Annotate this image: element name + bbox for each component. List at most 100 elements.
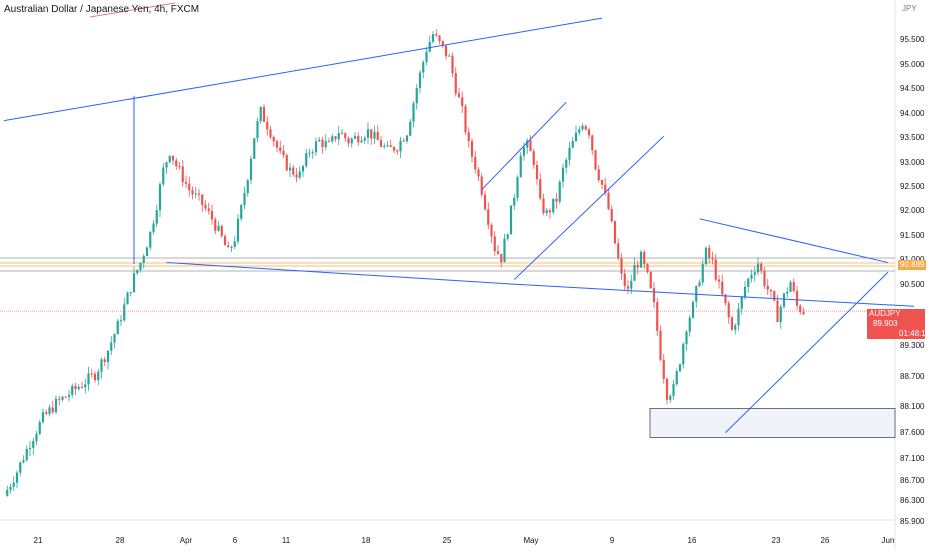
- candle-body: [665, 378, 669, 400]
- y-tick-label: 93.500: [900, 133, 925, 142]
- trendline: [3, 17, 603, 122]
- candle-body: [106, 350, 110, 363]
- candle-body: [360, 140, 363, 143]
- candle-body: [519, 155, 522, 178]
- candle-body: [597, 169, 600, 181]
- x-tick-label: 9: [610, 536, 615, 545]
- candle-body: [256, 121, 259, 139]
- y-tick-label: 89.300: [900, 341, 925, 350]
- level-price-tag: 90.889: [898, 260, 927, 270]
- candle-body: [467, 132, 470, 141]
- candle-body: [236, 218, 240, 242]
- candle-body: [373, 131, 376, 139]
- candle-body: [714, 259, 717, 280]
- trendline: [513, 135, 665, 280]
- candle-body: [201, 194, 204, 205]
- y-tick-label: 92.000: [900, 206, 925, 215]
- candle-body: [584, 125, 587, 130]
- candle-body: [607, 192, 610, 210]
- candle-body: [181, 166, 184, 183]
- candle-body: [503, 238, 506, 263]
- candle-body: [220, 225, 223, 237]
- candle-body: [685, 331, 688, 344]
- candle-body: [721, 281, 724, 295]
- candle-body: [604, 184, 607, 193]
- candle-body: [152, 223, 155, 232]
- candle-body: [67, 394, 71, 397]
- candle-body: [539, 179, 542, 199]
- candle-body: [727, 303, 730, 318]
- candle-body: [405, 135, 409, 142]
- candle-body: [110, 342, 113, 351]
- candle-body: [704, 247, 708, 265]
- x-tick-label: Jun: [882, 536, 895, 545]
- candle-body: [353, 135, 357, 139]
- candle-body: [321, 139, 324, 148]
- candle-body: [136, 269, 139, 274]
- candle-body: [500, 254, 503, 263]
- candle-body: [633, 264, 636, 281]
- candle-body: [71, 385, 74, 395]
- candle-body: [431, 34, 435, 42]
- trendline: [481, 101, 567, 191]
- candle-body: [470, 140, 474, 157]
- y-tick-label: 87.100: [900, 454, 925, 463]
- candle-body: [123, 304, 126, 321]
- candle-body: [175, 160, 178, 167]
- candle-body: [370, 129, 373, 139]
- candle-body: [155, 210, 158, 224]
- candle-body: [769, 289, 773, 292]
- candle-body: [678, 364, 682, 372]
- candle-body: [214, 219, 217, 231]
- candle-body: [558, 181, 561, 202]
- candle-body: [487, 209, 490, 225]
- candle-body: [19, 462, 22, 473]
- candle-body: [792, 282, 795, 291]
- x-tick-label: May: [523, 536, 538, 545]
- candle-body: [396, 150, 399, 152]
- level-price-text: 90.889: [900, 260, 925, 269]
- candle-body: [285, 155, 288, 171]
- y-tick-label: 94.500: [900, 84, 925, 93]
- candle-body: [545, 210, 548, 214]
- candle-body: [425, 51, 428, 63]
- candle-body: [617, 243, 620, 259]
- candle-body: [516, 177, 519, 198]
- candle-body: [490, 224, 493, 237]
- candle-body: [626, 286, 630, 289]
- candle-body: [698, 282, 701, 286]
- candle-body: [786, 291, 789, 294]
- trendline: [699, 218, 889, 264]
- candle-body: [522, 147, 526, 156]
- y-tick-label: 90.500: [900, 280, 925, 289]
- candle-body: [568, 147, 571, 160]
- candle-body: [578, 129, 581, 133]
- candle-body: [100, 359, 103, 372]
- candle-body: [305, 153, 308, 166]
- candle-body: [142, 256, 145, 263]
- candle-body: [552, 198, 555, 213]
- candle-body: [97, 371, 100, 381]
- candle-body: [269, 129, 272, 138]
- candle-body: [64, 396, 67, 398]
- candle-body: [9, 486, 12, 490]
- x-tick-label: 6: [233, 536, 238, 545]
- candle-body: [376, 131, 379, 141]
- candle-body: [230, 246, 233, 248]
- candle-body: [776, 300, 779, 322]
- candle-body: [149, 231, 152, 248]
- support-zone-box: [649, 408, 896, 438]
- candle-body: [779, 306, 782, 322]
- candle-body: [480, 176, 483, 195]
- candle-body: [753, 272, 756, 275]
- candle-body: [656, 302, 659, 331]
- price-tag-price: 89.903: [873, 319, 898, 328]
- candle-body: [379, 140, 383, 147]
- candle-body: [623, 273, 626, 287]
- candle-body: [262, 107, 266, 122]
- y-tick-label: 94.000: [900, 109, 925, 118]
- candle-body: [454, 73, 457, 94]
- candle-body: [610, 209, 613, 222]
